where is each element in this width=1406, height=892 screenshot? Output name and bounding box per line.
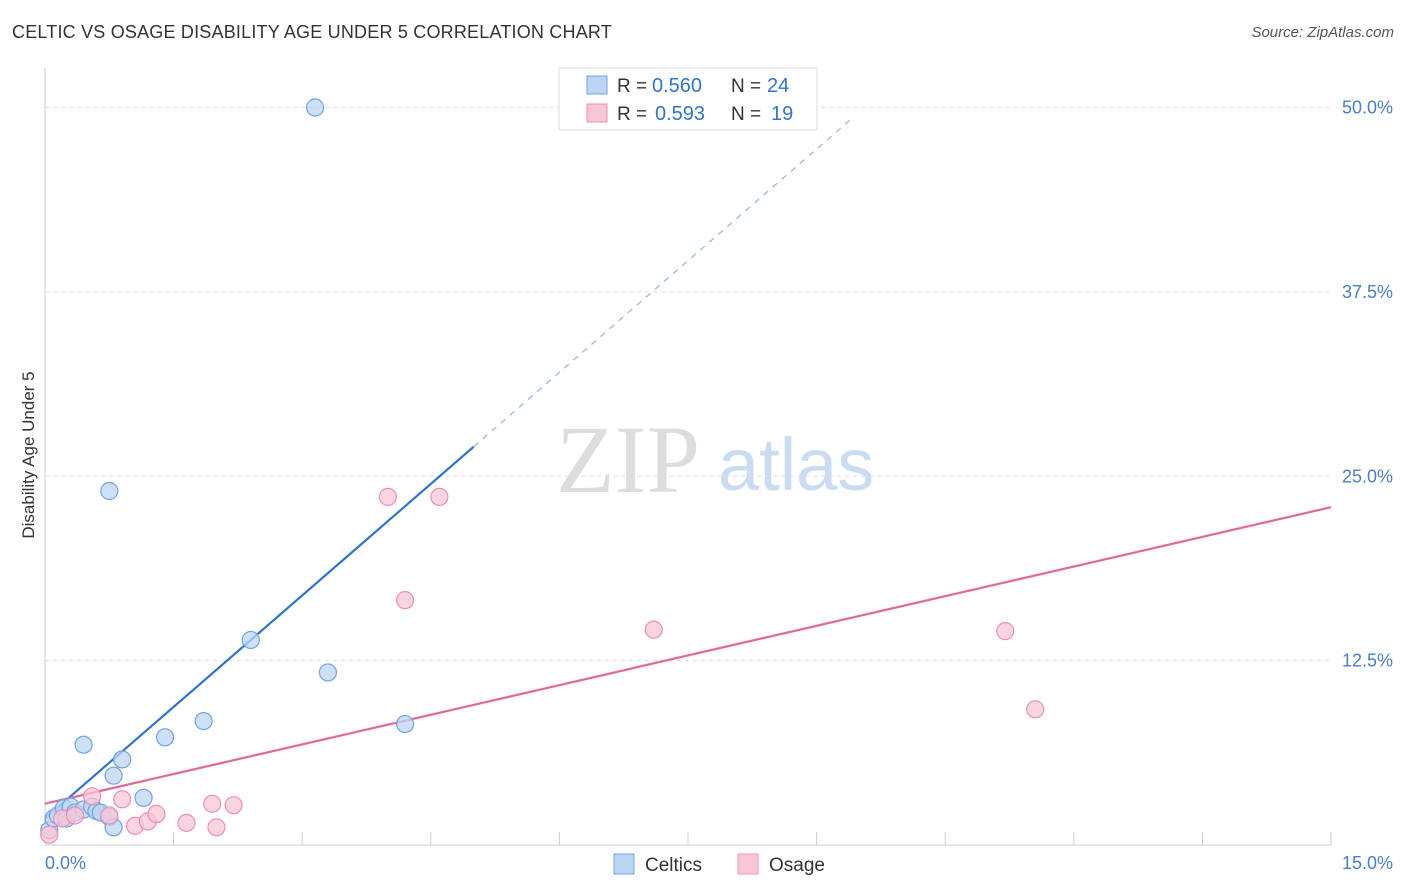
y-tick-label: 12.5% — [1342, 651, 1393, 671]
point-osage — [644, 620, 663, 639]
trend-line-celtics — [44, 445, 475, 820]
legend-bottom: Celtics Osage — [613, 853, 825, 876]
point-osage — [395, 591, 415, 610]
point-osage — [224, 796, 243, 815]
point-celtics — [134, 788, 153, 807]
chart-title: CELTIC VS OSAGE DISABILITY AGE UNDER 5 C… — [12, 22, 613, 42]
point-celtics — [155, 728, 175, 747]
point-osage — [147, 804, 166, 824]
point-osage — [100, 806, 119, 825]
legend-r-value-celtics: 0.560 — [652, 75, 702, 97]
legend-n-label-osage: N = — [731, 104, 761, 125]
point-celtics — [194, 711, 213, 731]
legend-n-label-celtics: N = — [731, 76, 761, 97]
legend-swatch-osage — [586, 103, 608, 123]
source-label: Source: ZipAtlas.com — [1251, 24, 1394, 41]
point-osage — [1026, 700, 1045, 719]
gridlines — [45, 107, 1331, 662]
point-celtics — [113, 750, 132, 769]
legend-bottom-label-osage: Osage — [769, 855, 825, 876]
x-tick-label-end: 15.0% — [1342, 853, 1393, 873]
point-osage — [177, 813, 196, 832]
point-osage — [996, 622, 1015, 641]
point-osage — [40, 825, 59, 844]
point-celtics — [100, 481, 119, 501]
legend-n-value-celtics: 24 — [767, 75, 789, 97]
y-tick-labels: 12.5% 25.0% 37.5% 50.0% — [1342, 98, 1393, 671]
point-osage — [65, 806, 85, 825]
point-osage — [83, 787, 102, 806]
point-celtics — [104, 766, 123, 785]
point-celtics — [305, 98, 325, 117]
point-osage — [203, 794, 222, 813]
point-celtics — [74, 735, 93, 754]
point-osage — [378, 487, 398, 506]
legend-r-value-osage: 0.593 — [655, 103, 705, 125]
legend-bottom-swatch-osage — [737, 853, 759, 875]
legend-n-value-osage: 19 — [771, 103, 793, 125]
legend-bottom-swatch-celtics — [613, 853, 635, 875]
point-celtics — [241, 630, 260, 650]
watermark-zip: ZIP — [556, 406, 700, 513]
legend-r-label-osage: R = — [617, 104, 647, 125]
legend-swatch-celtics — [586, 75, 608, 95]
legend-bottom-label-celtics: Celtics — [645, 855, 702, 876]
x-ticks — [44, 832, 1332, 845]
watermark-atlas: atlas — [718, 423, 874, 506]
legend-r-label-celtics: R = — [617, 76, 647, 97]
y-axis-label: Disability Age Under 5 — [19, 371, 38, 538]
point-celtics — [395, 714, 415, 734]
point-osage — [113, 790, 132, 809]
watermark: ZIP atlas — [556, 406, 874, 513]
legend-top: R = 0.560 N = 24 R = 0.593 N = 19 — [558, 67, 818, 131]
data-points — [40, 98, 1045, 844]
y-tick-label: 50.0% — [1342, 98, 1393, 118]
point-celtics — [318, 663, 338, 682]
point-osage — [430, 487, 449, 506]
y-tick-label: 37.5% — [1342, 282, 1393, 302]
x-tick-label-start: 0.0% — [45, 853, 86, 873]
trend-line-extension-celtics — [473, 118, 852, 448]
point-osage — [207, 818, 226, 837]
trend-line-osage — [44, 506, 1332, 805]
y-tick-label: 25.0% — [1342, 466, 1393, 486]
